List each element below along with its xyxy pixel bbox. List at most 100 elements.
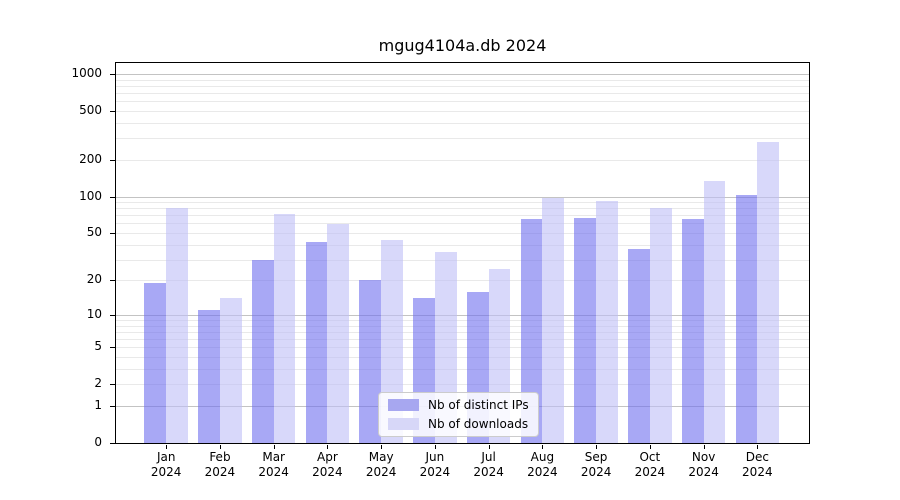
x-tick-label-year: 2024 [580, 465, 612, 479]
x-tick-mark [273, 445, 275, 449]
gridline-minor [116, 223, 809, 225]
x-tick-mark [219, 445, 221, 449]
bar-may-distinct-ips [359, 280, 382, 443]
x-tick-label-year: 2024 [150, 465, 182, 479]
x-tick-mark [434, 445, 436, 449]
gridline-minor [116, 347, 809, 349]
bar-mar-downloads [273, 213, 296, 443]
chart-title: mgug4104a.db 2024 [378, 36, 547, 55]
y-tick-mark [110, 405, 115, 407]
y-tick-mark [110, 74, 115, 75]
bar-mar-distinct-ips [251, 259, 274, 443]
gridline-minor [116, 232, 809, 234]
legend-label-downloads: Nb of downloads [428, 417, 529, 431]
gridline-minor [116, 280, 809, 282]
legend-swatch-distinct-ips [388, 399, 419, 411]
gridline-minor [116, 138, 809, 140]
x-tick-label-year: 2024 [634, 465, 666, 479]
x-tick-mark [488, 445, 490, 449]
x-tick-label: Dec 2024 [725, 450, 789, 480]
legend-row-distinct-ips: Nb of distinct IPs [388, 398, 529, 412]
y-tick-mark [110, 280, 115, 282]
y-tick-label: 50 [86, 224, 102, 239]
x-tick-label-month: May [368, 450, 394, 464]
bar-dec-downloads [757, 142, 780, 443]
y-tick-label: 200 [79, 151, 102, 166]
x-tick-mark [596, 445, 598, 449]
bar-aug-downloads [542, 197, 565, 443]
x-tick-label-year: 2024 [258, 465, 289, 479]
bar-sep-downloads [596, 200, 618, 443]
x-tick-label-month: Apr [317, 450, 338, 464]
y-tick-mark [110, 232, 115, 234]
x-tick-label-month: Jan [156, 450, 176, 464]
bar-oct-downloads [649, 208, 672, 443]
y-tick-mark [110, 384, 115, 386]
gridline-minor [116, 79, 809, 81]
y-tick-label: 100 [79, 188, 102, 203]
bar-nov-downloads [703, 181, 726, 443]
y-tick-label: 1000 [71, 66, 102, 80]
x-tick-label-month: Feb [209, 450, 231, 464]
bar-oct-distinct-ips [628, 248, 650, 443]
bar-apr-downloads [327, 224, 350, 443]
y-tick-mark [110, 347, 115, 349]
y-tick-mark [110, 110, 115, 112]
gridline-minor [116, 159, 809, 161]
x-tick-label: Feb 2024 [188, 450, 252, 480]
x-tick-label: Jul 2024 [457, 450, 521, 480]
x-tick-label-year: 2024 [742, 465, 773, 479]
x-tick-label: May 2024 [349, 450, 413, 480]
bar-sep-distinct-ips [574, 217, 597, 443]
gridline-minor [116, 244, 809, 246]
x-tick-label-month: Aug [530, 450, 555, 464]
gridline-minor [116, 110, 809, 112]
x-tick-label-month: Nov [691, 450, 716, 464]
gridline-minor [116, 339, 809, 341]
x-tick-mark [542, 445, 544, 449]
y-tick-label: 0 [94, 435, 102, 449]
x-tick-label: Sep 2024 [564, 450, 628, 480]
x-tick-label: Jun 2024 [403, 450, 467, 480]
legend-row-downloads: Nb of downloads [388, 417, 529, 431]
bar-nov-distinct-ips [681, 219, 704, 443]
x-tick-label-month: Mar [262, 450, 285, 464]
x-tick-label-month: Oct [639, 450, 661, 464]
y-tick-label: 500 [79, 102, 102, 117]
bar-feb-downloads [219, 298, 242, 443]
x-tick-label-year: 2024 [527, 465, 558, 479]
legend-label-distinct-ips: Nb of distinct IPs [428, 398, 529, 412]
x-tick-label: Oct 2024 [618, 450, 682, 480]
y-tick-mark [110, 159, 115, 161]
x-tick-label-month: Jul [481, 450, 496, 464]
gridline-minor [116, 259, 809, 261]
y-tick-label: 1 [94, 397, 102, 412]
x-tick-label: Nov 2024 [672, 450, 736, 480]
gridline-minor [116, 384, 809, 386]
gridline-minor [116, 93, 809, 95]
plot-area [115, 62, 810, 444]
gridline-minor [116, 331, 809, 333]
gridline-minor [116, 357, 809, 359]
y-tick-mark [110, 196, 115, 198]
gridline-minor [116, 368, 809, 370]
x-tick-label-month: Sep [584, 450, 608, 464]
y-tick-label: 5 [94, 339, 102, 354]
y-tick-label: 10 [86, 306, 102, 321]
x-tick-mark [757, 445, 759, 449]
x-tick-label-year: 2024 [473, 465, 504, 479]
x-tick-label-year: 2024 [312, 465, 343, 479]
gridline-minor [116, 101, 809, 103]
x-tick-label-month: Dec [745, 450, 769, 464]
y-tick-mark [110, 443, 115, 444]
gridline-minor [116, 215, 809, 217]
bar-apr-distinct-ips [305, 242, 328, 443]
legend-swatch-downloads [388, 418, 419, 430]
x-tick-mark [703, 445, 705, 449]
x-tick-label: Aug 2024 [510, 450, 574, 480]
gridline-minor [116, 320, 809, 322]
bar-feb-distinct-ips [198, 310, 220, 443]
gridline-minor [116, 202, 809, 204]
gridline-minor [116, 325, 809, 327]
